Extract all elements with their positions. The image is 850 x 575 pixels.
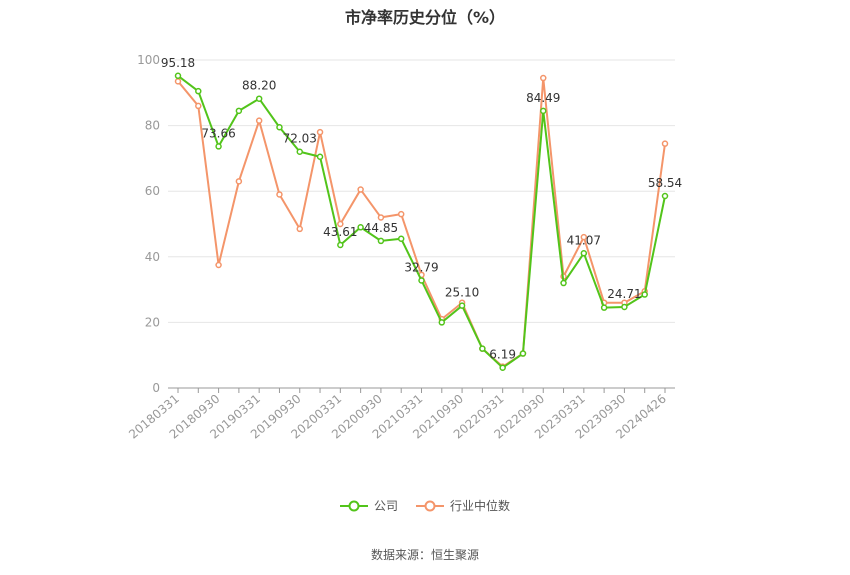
data-point [337,220,344,228]
data-point [377,237,385,245]
y-tick-label: 60 [145,184,160,198]
series-line-industry-median [177,77,666,368]
series-layer [174,72,669,371]
data-label: 41.07 [567,233,601,247]
data-point [235,178,243,185]
data-point [540,74,547,82]
data-label: 25.10 [445,286,479,300]
data-point [641,291,648,298]
data-label: 95.18 [161,56,195,70]
data-point [276,123,283,131]
data-point [357,186,364,193]
data-point [580,250,588,257]
company-legend-icon [339,500,368,511]
data-point [255,95,263,102]
data-label: 44.85 [364,221,398,235]
legend-item-industry-median[interactable]: 行业中位数 [416,497,510,514]
data-label: 58.54 [648,176,682,190]
data-label: 32.79 [404,260,438,274]
data-point [276,191,283,198]
data-label: 24.71 [607,287,641,301]
data-point [195,102,202,110]
data-point [337,241,344,249]
y-tick-label: 20 [145,315,160,329]
data-label: 84.49 [526,91,560,105]
data-label: 88.20 [242,79,276,93]
data-point [600,304,608,311]
data-point [621,303,628,311]
data-point [540,107,547,115]
label-layer: 95.18 73.66 88.20 72.03 43.61 44.85 32.79 25.10… [161,56,682,362]
data-point [519,350,527,357]
data-label: 6.19 [489,348,516,362]
data-label: 72.03 [283,132,317,146]
y-tick-label: 80 [145,119,160,133]
data-point [357,224,364,231]
data-label: 73.66 [201,126,235,140]
data-point [296,148,303,155]
data-point [215,261,222,269]
data-point [235,107,243,115]
legend-label-company: 公司 [373,499,398,513]
chart-title: 市净率历史分位（%） [344,8,506,27]
data-point [418,277,425,284]
data-point [661,192,669,200]
data-point [174,78,182,85]
data-point [397,210,405,218]
data-point [661,140,669,147]
data-point [174,72,182,80]
data-point [397,235,405,243]
data-point [255,117,263,124]
data-point [316,153,324,161]
data-point [458,302,466,309]
legend: 公司 行业中位数 [0,497,850,514]
series-line-company [177,75,666,369]
data-source: 数据来源：恒生聚源 [370,548,479,562]
data-point [580,233,588,241]
legend-item-company[interactable]: 公司 [339,497,398,514]
y-tick-label: 100 [137,53,160,67]
y-tick-label: 0 [152,381,160,395]
industry-median-legend-icon [416,500,444,511]
data-point [195,87,202,95]
data-point [438,319,446,326]
data-point [499,364,506,371]
data-point [316,128,324,136]
data-point [560,279,567,287]
y-tick-label: 40 [145,250,160,264]
data-label: 43.61 [323,225,357,239]
data-point [377,214,385,221]
data-point [296,225,303,233]
grid-layer [168,59,675,323]
legend-label-industry-median: 行业中位数 [450,499,511,513]
data-point [479,345,486,352]
data-point [215,143,222,150]
